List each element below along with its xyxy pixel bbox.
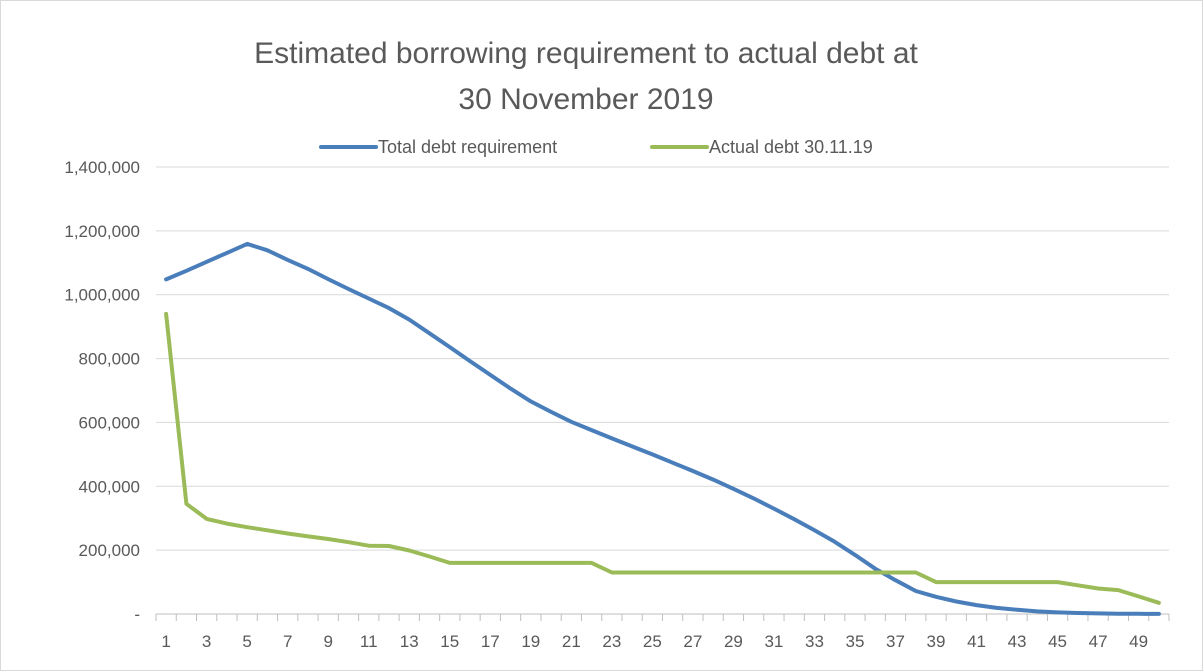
- chart-title-line-1: Estimated borrowing requirement to actua…: [254, 37, 918, 70]
- y-tick-label: 400,000: [79, 477, 140, 496]
- x-tick-label: 43: [1008, 632, 1027, 651]
- x-axis: 1 3 5 7 9 11 13 15 17 19 21 23 25 27 29 31 33 35 37 39 41 43 4…: [155, 613, 1170, 651]
- x-tick-label: 27: [683, 632, 702, 651]
- legend-label-1: Total debt requirement: [378, 137, 557, 157]
- x-tick-label: 5: [242, 632, 251, 651]
- series-line-2: [164, 311, 1161, 605]
- x-tick-label: 7: [283, 632, 292, 651]
- x-tick-label: 19: [521, 632, 540, 651]
- x-tick-label: 11: [360, 632, 378, 651]
- legend-label-2: Actual debt 30.11.19: [709, 137, 873, 157]
- x-tick-label: 13: [400, 632, 419, 651]
- y-tick-label: 800,000: [79, 350, 140, 369]
- y-tick-label: 600,000: [79, 413, 140, 432]
- y-axis-ticks: - 200,000 400,000 600,000 800,000 1,000,000 1,…: [64, 158, 140, 624]
- x-tick-label: 41: [967, 632, 986, 651]
- chart-legend: Total debt requirement Actual debt 30.11.…: [319, 137, 873, 157]
- x-tick-label: 35: [846, 632, 865, 651]
- series-line-1: [164, 241, 1161, 616]
- x-tick-label: 21: [562, 632, 581, 651]
- y-tick-label: 1,000,000: [64, 286, 140, 305]
- x-tick-label: 31: [764, 632, 783, 651]
- x-tick-label: 47: [1089, 632, 1108, 651]
- x-tick-label: 17: [481, 632, 500, 651]
- y-tick-label: 1,200,000: [64, 222, 140, 241]
- x-tick-label: 39: [927, 632, 946, 651]
- x-tick-label: 49: [1129, 632, 1148, 651]
- x-tick-label: 37: [886, 632, 905, 651]
- x-tick-label: 29: [724, 632, 743, 651]
- x-tick-label: 23: [602, 632, 621, 651]
- x-tick-label: 15: [440, 632, 459, 651]
- gridlines: [156, 166, 1169, 551]
- chart-title-line-2: 30 November 2019: [458, 83, 713, 116]
- y-tick-label: 1,400,000: [64, 158, 140, 177]
- x-tick-label: 1: [161, 632, 170, 651]
- x-tick-label: 3: [202, 632, 211, 651]
- x-tick-label: 45: [1048, 632, 1067, 651]
- y-tick-label: -: [134, 605, 140, 624]
- x-tick-label: 25: [643, 632, 662, 651]
- x-tick-label: 33: [805, 632, 824, 651]
- x-tick-label: 9: [323, 632, 332, 651]
- series-lines: [164, 241, 1161, 616]
- y-tick-label: 200,000: [79, 541, 140, 560]
